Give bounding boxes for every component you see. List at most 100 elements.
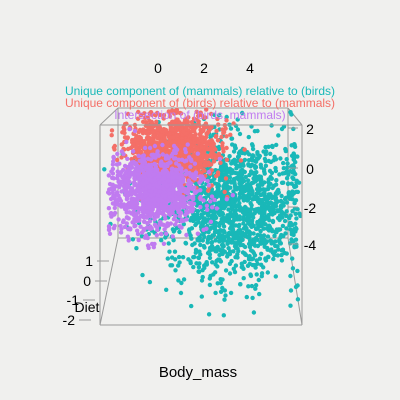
data-point bbox=[187, 170, 192, 176]
data-point bbox=[214, 173, 219, 179]
data-point bbox=[226, 207, 231, 212]
data-point bbox=[106, 173, 112, 178]
data-point bbox=[268, 151, 273, 156]
data-point bbox=[111, 154, 116, 160]
data-point bbox=[125, 234, 130, 239]
data-point bbox=[238, 158, 244, 163]
data-point bbox=[258, 192, 264, 198]
data-point bbox=[256, 277, 261, 283]
data-point bbox=[141, 203, 146, 208]
data-point bbox=[283, 231, 288, 236]
data-point bbox=[102, 167, 107, 172]
data-point bbox=[232, 244, 238, 249]
data-point bbox=[282, 218, 288, 224]
data-point bbox=[193, 250, 198, 255]
data-point bbox=[285, 165, 290, 170]
data-point bbox=[295, 268, 300, 274]
data-point bbox=[265, 234, 271, 239]
data-point bbox=[112, 223, 117, 229]
data-point bbox=[219, 134, 224, 140]
data-point bbox=[231, 179, 237, 184]
data-point bbox=[161, 187, 167, 192]
data-point bbox=[161, 116, 166, 121]
data-point bbox=[185, 195, 190, 201]
data-point bbox=[239, 234, 244, 239]
data-point bbox=[145, 235, 150, 241]
data-point bbox=[183, 149, 188, 155]
data-point bbox=[198, 204, 203, 210]
data-point bbox=[255, 261, 260, 266]
data-point bbox=[158, 162, 163, 167]
data-point bbox=[109, 186, 114, 192]
data-point bbox=[259, 212, 265, 217]
data-point bbox=[252, 253, 258, 258]
data-point bbox=[148, 210, 153, 216]
data-point bbox=[137, 176, 142, 182]
data-point bbox=[200, 153, 205, 158]
data-point bbox=[177, 260, 182, 265]
data-point bbox=[111, 193, 116, 198]
data-point bbox=[294, 226, 299, 232]
data-point bbox=[178, 178, 183, 184]
data-point bbox=[140, 160, 145, 165]
data-point bbox=[240, 264, 245, 269]
data-point bbox=[115, 169, 120, 174]
data-point bbox=[254, 258, 259, 263]
data-point bbox=[279, 193, 284, 199]
data-point bbox=[130, 149, 136, 154]
data-point bbox=[244, 294, 249, 300]
data-point bbox=[124, 221, 129, 226]
data-point bbox=[196, 220, 201, 225]
data-point bbox=[288, 303, 293, 308]
data-point bbox=[260, 182, 265, 187]
data-point bbox=[277, 172, 282, 177]
data-point bbox=[270, 218, 276, 224]
data-point bbox=[169, 108, 175, 113]
data-point bbox=[154, 119, 159, 125]
data-point bbox=[269, 208, 274, 213]
data-point bbox=[161, 113, 167, 118]
data-point bbox=[163, 216, 168, 221]
data-point bbox=[179, 280, 184, 286]
data-point bbox=[171, 238, 176, 243]
data-point bbox=[163, 204, 168, 209]
data-point bbox=[243, 252, 249, 258]
data-point bbox=[284, 176, 290, 181]
data-point bbox=[281, 160, 286, 166]
data-point bbox=[292, 245, 297, 250]
data-point bbox=[183, 168, 189, 174]
data-point bbox=[272, 210, 277, 216]
data-point bbox=[106, 206, 112, 211]
data-point bbox=[174, 161, 179, 166]
data-point bbox=[135, 228, 140, 233]
data-point bbox=[197, 200, 203, 206]
data-point bbox=[251, 231, 256, 236]
data-point bbox=[252, 179, 257, 184]
data-point bbox=[147, 145, 153, 151]
data-point bbox=[129, 186, 135, 191]
data-point bbox=[135, 231, 141, 237]
data-point bbox=[259, 271, 265, 276]
data-point bbox=[273, 182, 279, 187]
data-point bbox=[151, 172, 157, 177]
data-point bbox=[276, 208, 281, 214]
data-point bbox=[221, 228, 227, 234]
data-point bbox=[183, 172, 189, 177]
data-point bbox=[280, 223, 286, 229]
data-point bbox=[216, 151, 222, 157]
data-point bbox=[198, 161, 203, 166]
data-point bbox=[226, 230, 232, 236]
data-point bbox=[142, 139, 147, 144]
data-point bbox=[251, 310, 257, 315]
data-point bbox=[197, 249, 202, 254]
data-point bbox=[211, 141, 216, 147]
data-point bbox=[157, 127, 163, 132]
data-point bbox=[238, 282, 243, 287]
data-point bbox=[142, 115, 148, 121]
data-point bbox=[125, 183, 130, 188]
data-point bbox=[236, 197, 241, 202]
data-point bbox=[171, 217, 177, 222]
data-point bbox=[206, 161, 211, 166]
data-point bbox=[173, 173, 179, 179]
data-point bbox=[160, 205, 165, 210]
